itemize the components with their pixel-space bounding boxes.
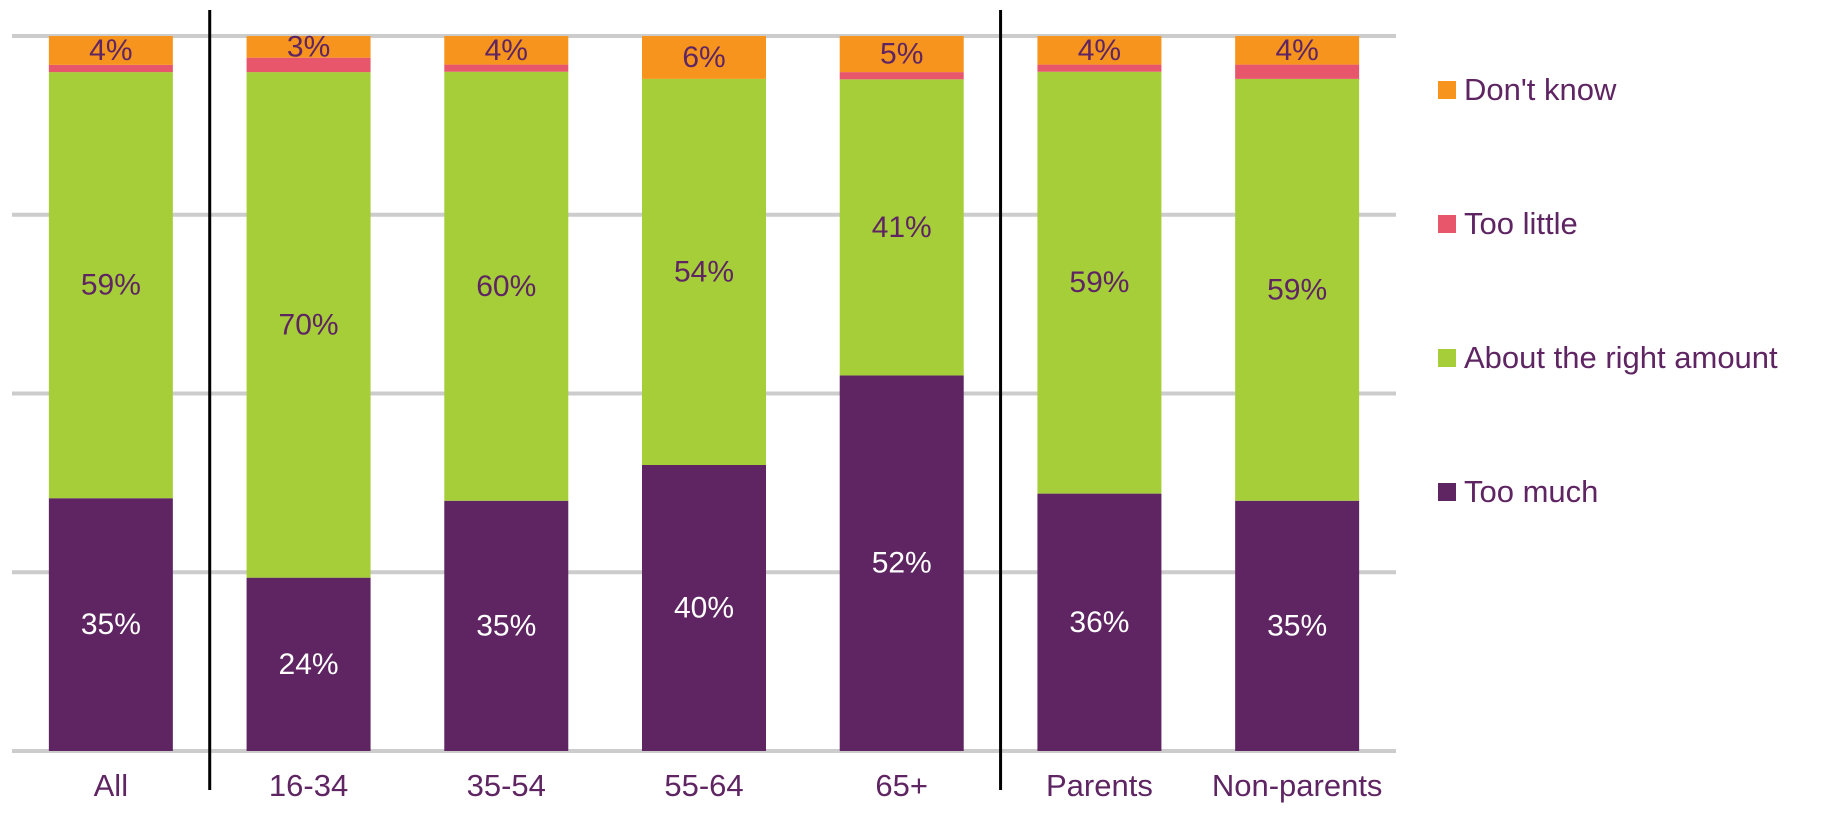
bar-about-the-right-amount-all [48, 72, 173, 499]
legend-swatch-too-much [1438, 483, 1456, 501]
x-tick-label-all: All [94, 768, 128, 803]
bar-about-the-right-amount-parents [1037, 71, 1162, 494]
legend-label-too-little: Too little [1464, 206, 1578, 241]
bar-about-the-right-amount-non-parents [1235, 78, 1360, 501]
bars [48, 36, 1360, 751]
legend-item-too-much: Too much [1438, 472, 1818, 512]
legend-item-about-right: About the right amount [1438, 338, 1818, 378]
group-separators [208, 10, 1003, 790]
bar-about-the-right-amount-65 [839, 79, 964, 376]
data-label-about-the-right-amount-all: 59% [81, 269, 141, 302]
data-label-about-the-right-amount-16-34: 70% [279, 308, 339, 341]
bar-about-the-right-amount-16-34 [246, 72, 371, 578]
data-labels: 35% 59% 4% 24% 70% 3% 35% 60% 4% 40% 54% 6% 52% 41% 5%… [81, 30, 1327, 681]
x-tick-label-65: 65+ [875, 768, 928, 803]
data-label-don-t-know-non-parents: 4% [1275, 34, 1318, 67]
data-label-don-t-know-all: 4% [89, 34, 132, 67]
bar-too-much-parents [1037, 493, 1162, 751]
data-label-about-the-right-amount-55-64: 54% [674, 255, 734, 288]
bar-too-little-35-54 [444, 64, 569, 72]
x-tick-label-non-parents: Non-parents [1212, 768, 1383, 803]
bar-too-little-65 [839, 72, 964, 80]
bar-don-t-know-parents [1037, 36, 1162, 65]
bar-don-t-know-all [48, 36, 173, 65]
bar-about-the-right-amount-55-64 [642, 78, 766, 466]
x-tick-label-16-34: 16-34 [269, 768, 348, 803]
legend-label-too-much: Too much [1464, 474, 1599, 509]
legend-label-about-right: About the right amount [1464, 340, 1778, 375]
data-label-don-t-know-parents: 4% [1078, 34, 1121, 67]
bar-about-the-right-amount-35-54 [444, 71, 569, 501]
data-label-don-t-know-35-54: 4% [485, 34, 528, 67]
data-label-about-the-right-amount-35-54: 60% [476, 270, 536, 303]
data-label-too-much-16-34: 24% [279, 648, 339, 681]
data-label-don-t-know-55-64: 6% [682, 41, 725, 74]
data-label-too-much-55-64: 40% [674, 592, 734, 625]
legend-swatch-dont-know [1438, 81, 1456, 99]
bar-too-much-55-64 [642, 465, 766, 751]
legend-label-dont-know: Don't know [1464, 72, 1617, 107]
legend-swatch-about-right [1438, 349, 1456, 367]
x-tick-label-parents: Parents [1046, 768, 1153, 803]
legend-item-too-little: Too little [1438, 204, 1818, 244]
bar-don-t-know-55-64 [642, 36, 766, 79]
data-label-about-the-right-amount-parents: 59% [1069, 266, 1129, 299]
bar-don-t-know-65 [839, 36, 964, 73]
legend-item-dont-know: Don't know [1438, 70, 1818, 110]
data-label-about-the-right-amount-65: 41% [872, 211, 932, 244]
bar-too-little-16-34 [246, 57, 371, 73]
data-label-too-much-parents: 36% [1069, 606, 1129, 639]
x-axis-tick-labels: All 16-34 35-54 55-64 65+ Parents Non-parents [94, 768, 1383, 803]
data-label-about-the-right-amount-non-parents: 59% [1267, 273, 1327, 306]
bar-too-much-non-parents [1235, 500, 1360, 751]
bar-too-much-35-54 [444, 500, 569, 751]
legend-swatch-too-little [1438, 215, 1456, 233]
bar-don-t-know-35-54 [444, 36, 569, 65]
bar-too-little-non-parents [1235, 64, 1360, 79]
bar-too-much-all [48, 498, 173, 751]
bar-don-t-know-non-parents [1235, 36, 1360, 65]
bar-too-much-65 [839, 375, 964, 751]
bar-too-much-16-34 [246, 577, 371, 751]
data-label-don-t-know-65: 5% [880, 38, 923, 71]
data-label-too-much-35-54: 35% [476, 609, 536, 642]
x-tick-label-55-64: 55-64 [664, 768, 743, 803]
data-label-too-much-non-parents: 35% [1267, 609, 1327, 642]
data-label-too-much-65: 52% [872, 547, 932, 580]
data-label-don-t-know-16-34: 3% [287, 30, 330, 63]
data-label-too-much-all: 35% [81, 608, 141, 641]
bar-don-t-know-16-34 [246, 36, 371, 58]
bar-too-little-parents [1037, 64, 1162, 72]
x-tick-label-35-54: 35-54 [467, 768, 546, 803]
bar-too-little-all [48, 64, 173, 73]
